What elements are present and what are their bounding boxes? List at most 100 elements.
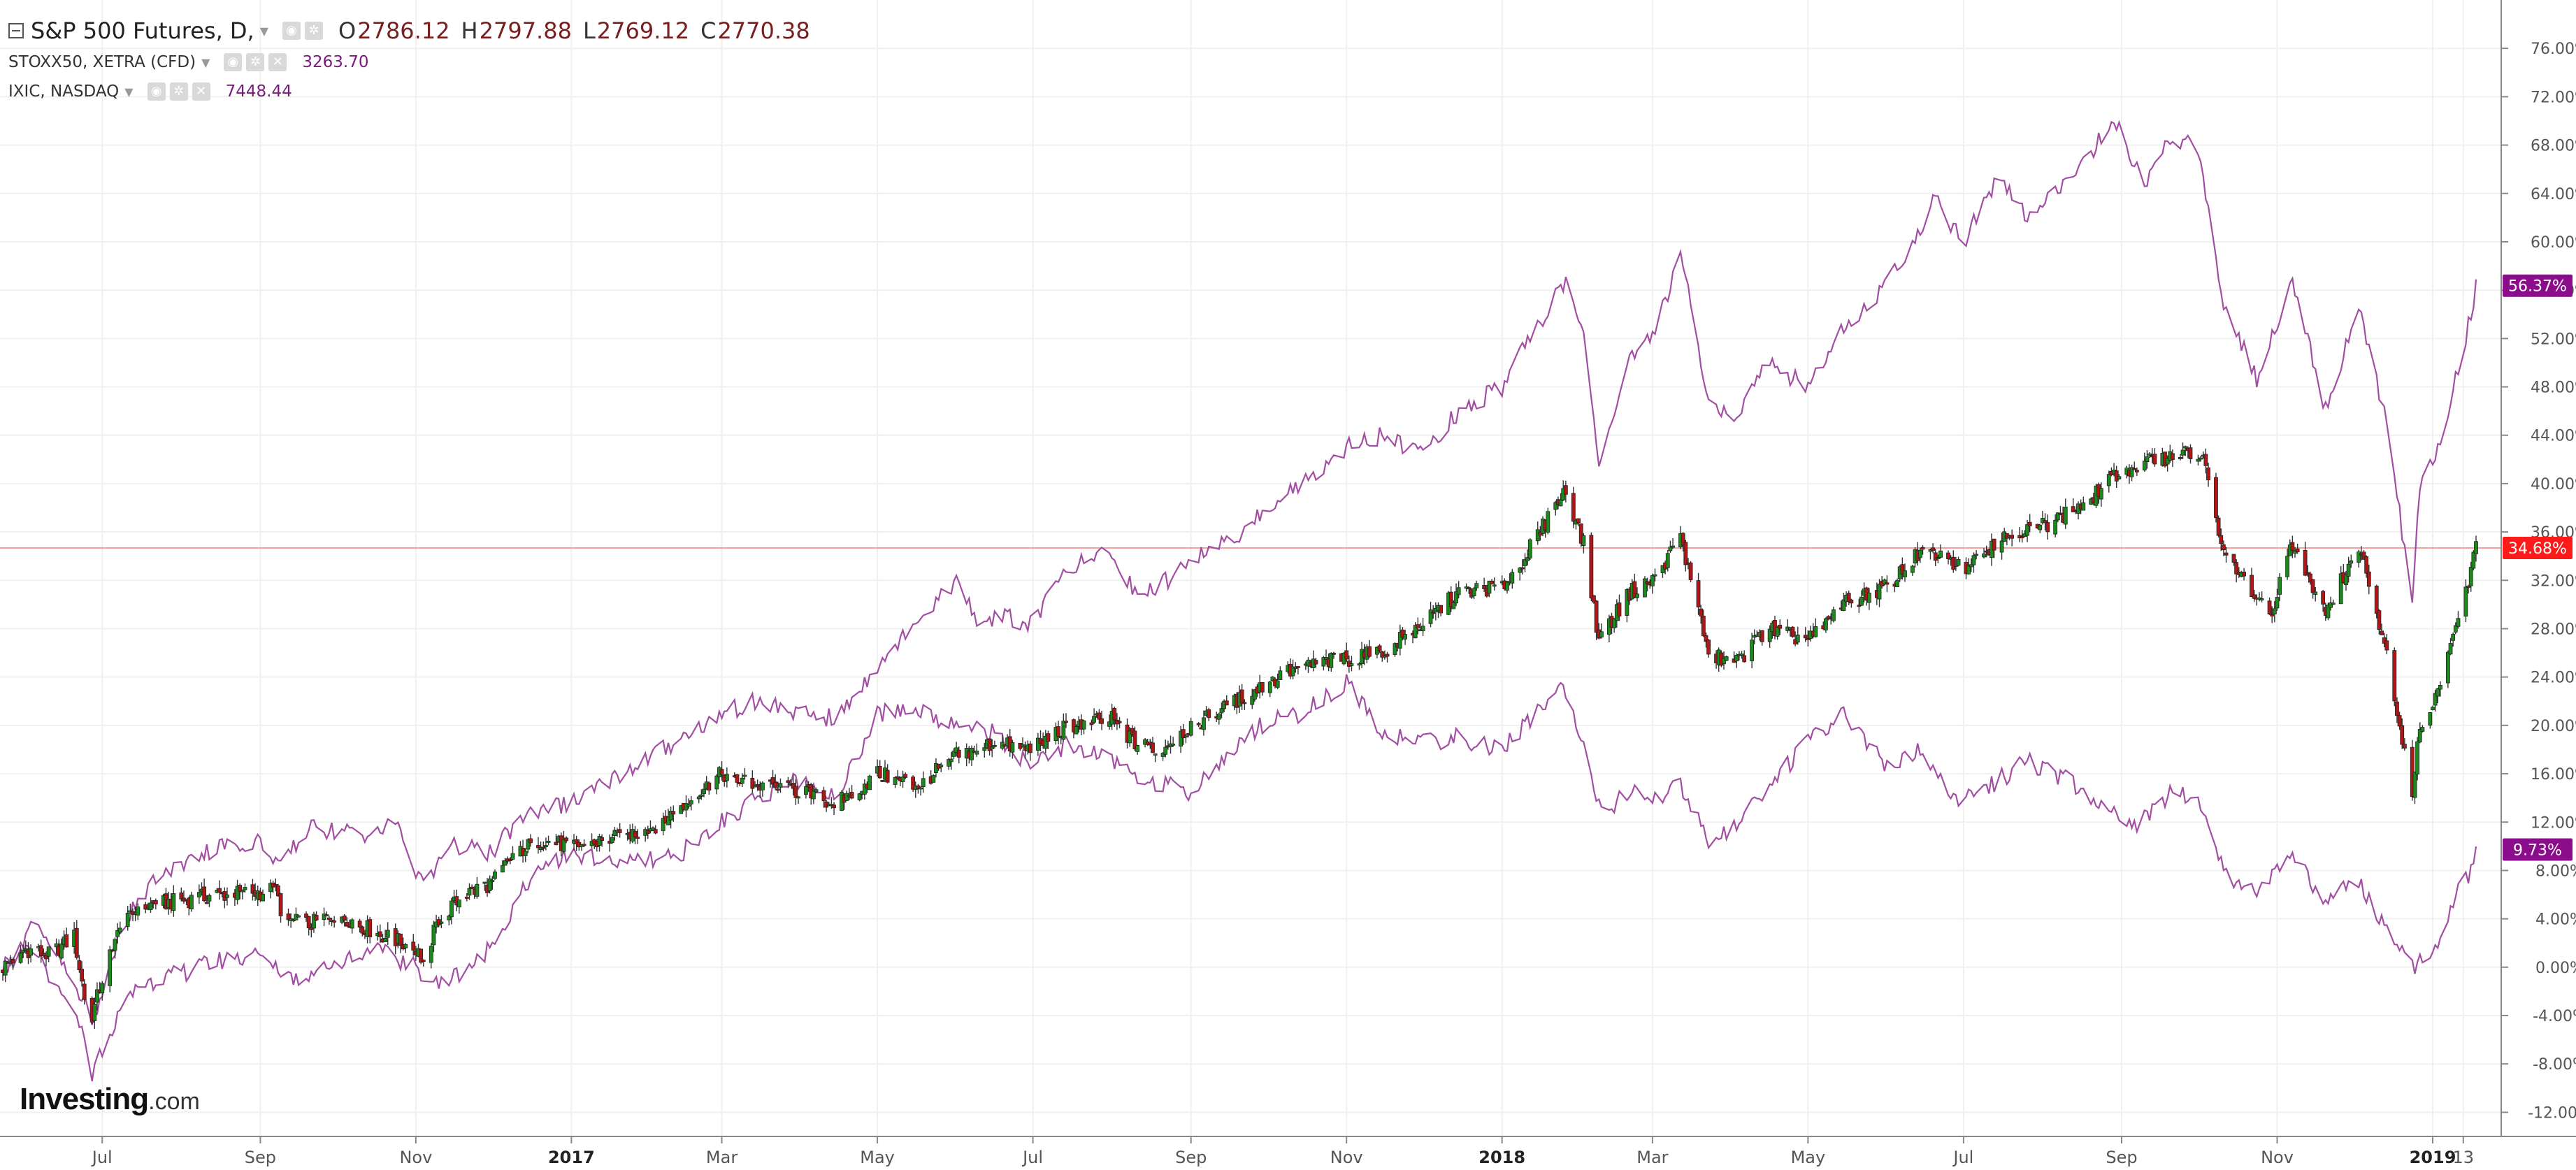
candle-body [10, 959, 15, 964]
eye-icon[interactable]: ◉ [224, 53, 243, 71]
candle-body [2224, 552, 2229, 556]
y-tick-label: 16.00% [2531, 766, 2576, 783]
candle-body [243, 887, 247, 890]
candle-body [411, 941, 416, 951]
candle-body [689, 800, 693, 804]
close-key: C [700, 17, 717, 44]
candle-body [38, 945, 43, 956]
candle-body [804, 786, 808, 795]
candle-body [2071, 506, 2075, 512]
candle-body [207, 895, 212, 902]
candle-body [2420, 727, 2425, 732]
candle-body [250, 884, 255, 894]
candle-body [600, 837, 605, 841]
collapse-icon[interactable] [8, 23, 24, 38]
close-icon[interactable]: ✕ [268, 53, 287, 71]
close-icon[interactable]: ✕ [192, 82, 210, 101]
candle-body [916, 785, 921, 790]
candle-body [849, 792, 854, 799]
candle-body [1688, 562, 1693, 580]
candle-body [536, 845, 540, 848]
candle-body [1112, 707, 1117, 721]
candle-body [2214, 477, 2218, 519]
candle-body [1290, 666, 1295, 677]
investing-logo: Investing .com [20, 1082, 200, 1117]
y-tick-label: -8.00% [2533, 1056, 2576, 1074]
candle-body [668, 811, 673, 821]
chevron-down-icon[interactable]: ▼ [259, 24, 269, 38]
candle-body [2438, 684, 2442, 690]
legend-compare-row: IXIC, NASDAQ ▼ ◉ ✲ ✕ 7448.44 [8, 77, 810, 106]
x-tick-label: 13 [2452, 1148, 2474, 1167]
candle-body [1803, 635, 1808, 639]
candle-body [1270, 677, 1275, 681]
candle-body [1061, 721, 1066, 740]
candle-body [368, 919, 373, 938]
chevron-down-icon[interactable]: ▼ [124, 85, 134, 99]
candle-body [2303, 549, 2308, 576]
candle-body [2445, 651, 2450, 684]
eye-icon[interactable]: ◉ [147, 82, 166, 101]
candle-body [82, 983, 87, 1000]
candle-body [1183, 735, 1188, 738]
gear-icon[interactable]: ✲ [246, 53, 265, 71]
candle-body [2380, 630, 2384, 635]
candle-body [612, 830, 617, 836]
y-tick-label: -12.00% [2528, 1104, 2576, 1122]
candle-body [1527, 539, 1532, 559]
candle-body [447, 915, 452, 920]
candle-body [2272, 608, 2277, 615]
candle-body [1701, 616, 1706, 637]
candle-body [2203, 454, 2208, 466]
candle-body [1252, 689, 1257, 700]
candle-body [1599, 631, 1604, 637]
candle-body [18, 953, 23, 963]
candle-body [189, 895, 194, 909]
candle-body [1681, 533, 1685, 546]
x-tick-label: Jul [1021, 1148, 1043, 1167]
series-line-ixic [1, 120, 2477, 1025]
candle-body [814, 789, 819, 793]
candle-body [2471, 551, 2476, 569]
candle-body [1706, 640, 1711, 655]
candle-body [360, 926, 365, 934]
candle-body [1367, 646, 1372, 657]
candle-body [2402, 744, 2407, 749]
candle-body [153, 900, 158, 904]
candle-body [546, 840, 551, 843]
candle-body [419, 948, 424, 963]
gear-icon[interactable]: ✲ [169, 82, 188, 101]
candle-body [775, 788, 780, 791]
candle-body [470, 886, 475, 889]
candle-body [714, 775, 719, 790]
eye-icon[interactable]: ◉ [282, 22, 301, 40]
candle-body [2329, 602, 2333, 608]
candle-body [100, 983, 105, 994]
candle-body [1439, 605, 1444, 614]
candle-body [740, 777, 744, 784]
high-key: H [461, 17, 478, 44]
candle-body [322, 913, 326, 920]
open-key: O [338, 17, 357, 44]
candle-body [2448, 643, 2453, 655]
candle-body [1882, 579, 1887, 584]
chevron-down-icon[interactable]: ▼ [201, 55, 210, 69]
candle-body [41, 953, 46, 955]
candle-body [508, 858, 512, 862]
candle-body [1403, 634, 1407, 640]
candle-body [2384, 640, 2389, 651]
candle-body [1250, 695, 1255, 705]
candle-body [2290, 542, 2295, 551]
candle-body [1938, 550, 1943, 558]
candle-body [1589, 535, 1594, 599]
gear-icon[interactable]: ✲ [305, 22, 324, 40]
candle-body [77, 960, 82, 971]
candle-body [2397, 715, 2402, 727]
candle-body [2308, 573, 2312, 583]
x-tick-label: Mar [706, 1148, 737, 1167]
candle-body [2117, 476, 2122, 479]
candle-body [1571, 493, 1576, 522]
candle-body [526, 839, 531, 850]
